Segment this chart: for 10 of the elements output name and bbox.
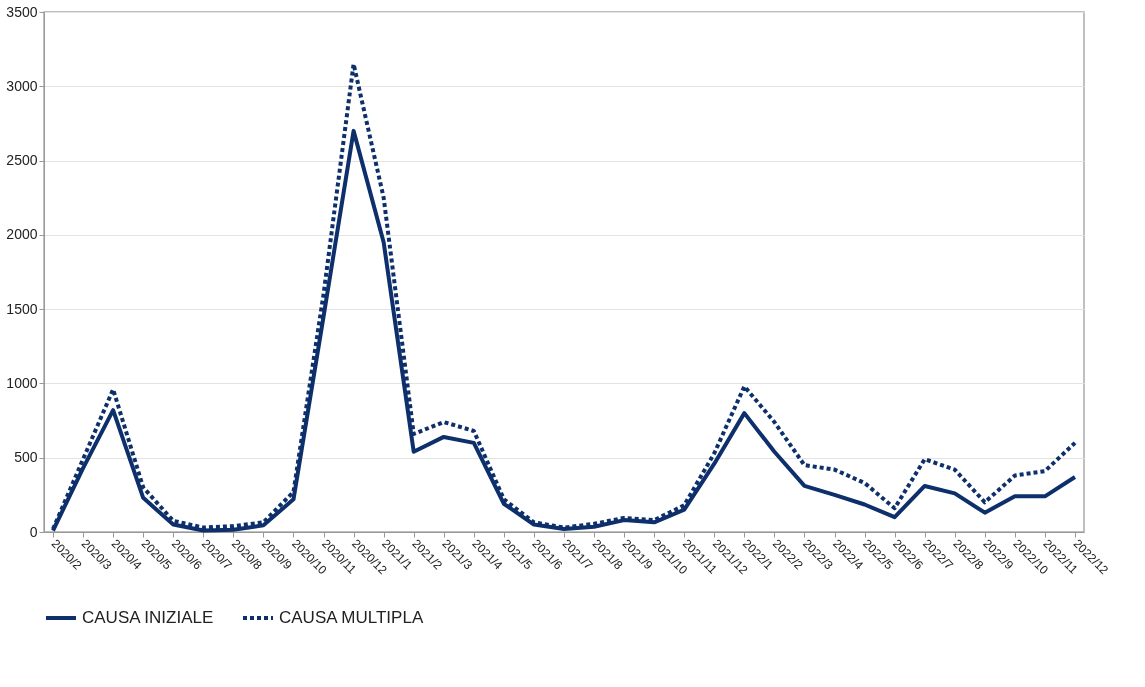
legend-label: CAUSA INIZIALE (82, 608, 214, 627)
y-tick-label: 3500 (6, 3, 38, 20)
y-tick-label: 1500 (6, 300, 38, 317)
y-tick-label: 3000 (6, 77, 38, 94)
y-tick-label: 2000 (6, 226, 38, 243)
y-tick-label: 2500 (6, 152, 38, 169)
y-tick-label: 1000 (6, 374, 38, 391)
y-tick-label: 0 (29, 523, 38, 540)
legend-label: CAUSA MULTIPLA (279, 608, 424, 627)
y-tick-label: 500 (14, 449, 38, 466)
